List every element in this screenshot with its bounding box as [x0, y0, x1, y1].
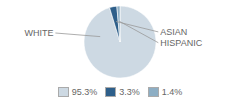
svg-text:ASIAN: ASIAN: [160, 27, 187, 37]
html-text:1.4%: 1.4%: [161, 87, 183, 97]
svg-text:HISPANIC: HISPANIC: [160, 38, 202, 48]
svg-text:WHITE: WHITE: [24, 28, 53, 38]
html-text:3.3%: 3.3%: [119, 87, 140, 97]
html-text:95.3%: 95.3%: [71, 87, 98, 97]
